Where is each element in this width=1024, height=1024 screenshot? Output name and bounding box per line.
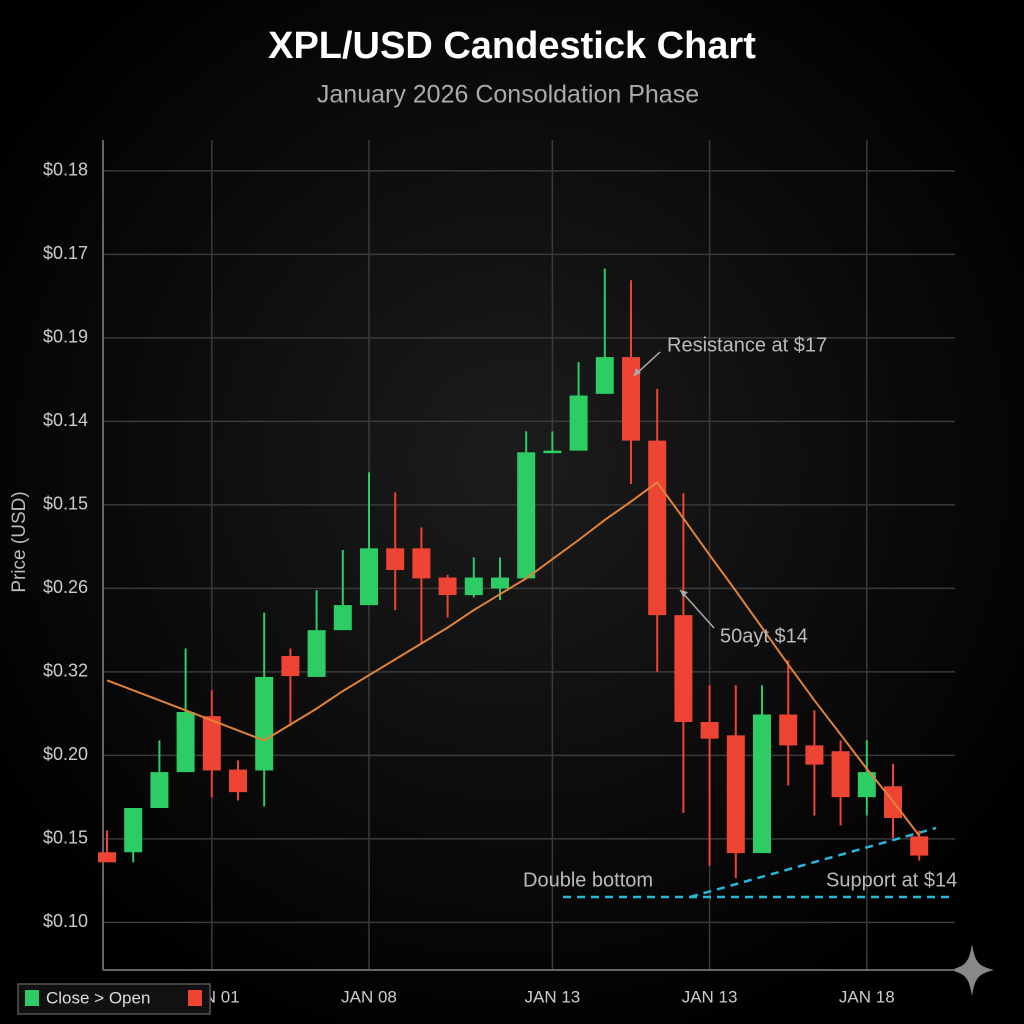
candle-body	[831, 751, 850, 798]
candle-body	[98, 852, 116, 863]
candle-body	[753, 714, 771, 854]
candle-body	[307, 630, 326, 677]
candle-body	[333, 605, 352, 631]
annotation-arrowhead	[680, 590, 688, 597]
moving-average	[106, 481, 920, 837]
candle-body	[569, 395, 588, 451]
candle-body	[726, 735, 745, 854]
candle-body	[805, 745, 824, 765]
y-tick-label: $0.14	[43, 410, 88, 430]
candle-body	[517, 452, 536, 579]
annotation-arrowhead	[634, 368, 641, 376]
y-tick-label: $0.32	[43, 661, 88, 681]
candle-body	[281, 656, 300, 677]
candle-body	[674, 615, 693, 723]
candle-body	[176, 711, 195, 773]
y-tick-label: $0.19	[43, 327, 88, 347]
x-tick-label: JAN 08	[341, 987, 397, 1006]
candle-body	[438, 577, 457, 596]
annotation: Support at $14	[826, 869, 957, 891]
x-tick-label: JAN 18	[839, 987, 895, 1006]
candle-body	[386, 548, 405, 571]
candle-body	[255, 676, 274, 771]
watermark-icon	[950, 944, 994, 996]
candle-body	[229, 769, 247, 793]
legend-box	[17, 983, 211, 1015]
candle-body	[124, 808, 143, 853]
y-tick-label: $0.18	[43, 160, 88, 180]
candle-body	[202, 716, 221, 771]
candle-body	[910, 836, 929, 856]
annotation: Resistance at $17	[667, 334, 827, 356]
candle-body	[595, 357, 614, 394]
candle-body	[543, 450, 562, 454]
candle-body	[412, 548, 431, 579]
y-tick-label: $0.17	[43, 243, 88, 263]
annotation-arrow	[679, 589, 715, 629]
x-tick-label: JAN 13	[682, 987, 738, 1006]
trend-line	[689, 826, 937, 899]
y-tick-label: $0.15	[43, 494, 88, 514]
chart-subtitle: January 2026 Consoldation Phase	[317, 81, 699, 109]
candle-body	[360, 548, 378, 606]
y-tick-label: $0.26	[43, 577, 88, 597]
candle-body	[857, 772, 876, 798]
x-tick-label: JAN 13	[525, 987, 581, 1006]
annotation: Double bottom	[523, 869, 653, 891]
chart-title: XPL/USD Candestick Chart	[268, 25, 756, 67]
legend-label: Close > Open	[46, 988, 150, 1007]
candle-body	[622, 357, 640, 441]
candle-body	[150, 772, 169, 809]
legend-swatch	[25, 990, 39, 1006]
annotation: 50ayt $14	[720, 625, 808, 647]
y-tick-label: $0.15	[43, 828, 88, 848]
candle-body	[491, 577, 509, 589]
y-tick-label: $0.10	[43, 911, 88, 931]
y-tick-label: $0.20	[43, 744, 88, 764]
candle-body	[464, 577, 483, 596]
y-axis-label: Price (USD)	[9, 491, 30, 592]
candle-body	[779, 714, 798, 746]
legend-swatch	[188, 990, 202, 1006]
candle-body	[648, 440, 667, 616]
candle-body	[700, 722, 719, 739]
